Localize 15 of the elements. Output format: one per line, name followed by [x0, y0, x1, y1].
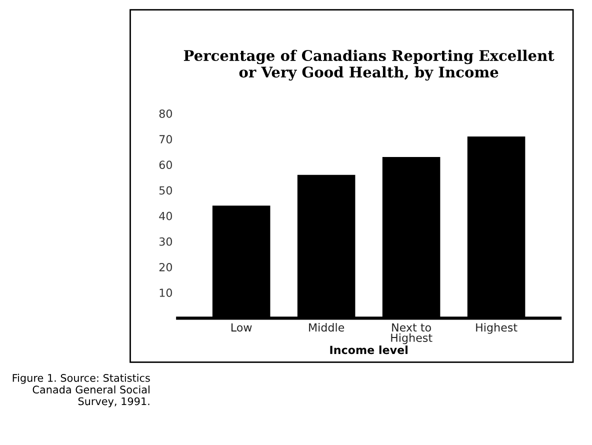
x-tick-label: Highest: [476, 323, 518, 334]
y-tick-label: 20: [159, 262, 172, 272]
x-tick-label: Low: [231, 323, 252, 332]
y-tick-label: 50: [159, 186, 172, 195]
y-tick-label: 80: [159, 109, 172, 118]
y-tick-label: 10: [160, 288, 172, 297]
x-tick-label: Next to Highest: [391, 323, 432, 344]
caption: Figure 1. Source: Statistics Canada General Social Survey, 1991.: [12, 374, 150, 408]
y-tick-label: 60: [159, 160, 172, 170]
chart-title: Percentage of Canadians Reporting Excellent or Very Good Health, by Income: [184, 50, 554, 81]
y-tick-label: 40: [159, 212, 172, 220]
x-tick-label: Middle: [309, 323, 344, 332]
y-tick-label: 30: [159, 237, 172, 246]
x-axis-title: Income level: [330, 346, 408, 354]
y-tick-label: 70: [160, 135, 172, 144]
